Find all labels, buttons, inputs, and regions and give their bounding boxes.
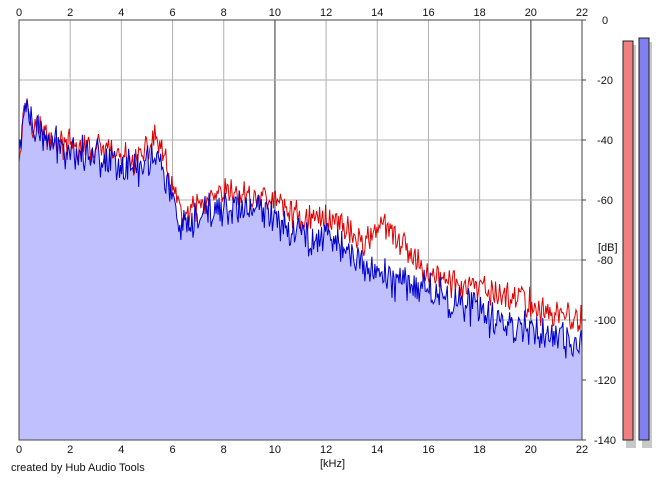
x-tick-label-top: 16 [422, 7, 434, 19]
y-tick-label: -140 [594, 435, 616, 447]
x-axis-label: [kHz] [320, 458, 345, 470]
x-tick-label-bottom: 10 [269, 444, 281, 456]
y-tick-label: -60 [597, 195, 613, 207]
spectrum-fill-layer [19, 99, 582, 440]
x-tick-label-top: 22 [576, 7, 588, 19]
level-meters [622, 37, 652, 448]
x-tick-label-top: 0 [16, 7, 22, 19]
x-tick-label-top: 2 [67, 7, 73, 19]
x-tick-label-top: 8 [221, 7, 227, 19]
left-level-meter [622, 40, 634, 441]
x-tick-label-bottom: 0 [16, 444, 22, 456]
series-line-blue [18, 99, 583, 359]
x-tick-label-bottom: 8 [221, 444, 227, 456]
x-tick-label-top: 10 [269, 7, 281, 19]
y-tick-label: -20 [597, 75, 613, 87]
credit-text: created by Hub Audio Tools [11, 462, 145, 474]
right-y-ticks: 0 -20 -40 -60 -80 -100 -120 -140 [582, 15, 616, 447]
x-tick-label-top: 4 [118, 7, 124, 19]
x-tick-label-bottom: 14 [371, 444, 383, 456]
x-tick-label-top: 14 [371, 7, 383, 19]
top-x-ticks: 0 2 4 6 8 10 12 14 16 18 20 22 [16, 7, 588, 19]
y-tick-label: -80 [597, 255, 613, 267]
y-tick-label: 0 [602, 15, 608, 27]
x-tick-label-top: 12 [320, 7, 332, 19]
x-tick-label-bottom: 6 [169, 444, 175, 456]
x-tick-label-bottom: 18 [474, 444, 486, 456]
y-tick-label: -40 [597, 135, 613, 147]
x-tick-label-bottom: 12 [320, 444, 332, 456]
x-tick-label-bottom: 22 [576, 444, 588, 456]
series-layer [18, 98, 583, 359]
plot-frame [18, 19, 583, 441]
x-tick-label-top: 6 [169, 7, 175, 19]
x-tick-label-bottom: 2 [67, 444, 73, 456]
y-tick-label: -120 [594, 375, 616, 387]
x-tick-label-top: 20 [525, 7, 537, 19]
bottom-x-ticks: 0 2 4 6 8 10 12 14 16 18 20 22 [16, 444, 588, 456]
x-tick-label-bottom: 16 [422, 444, 434, 456]
right-level-meter [638, 37, 650, 441]
y-axis-label: [dB] [598, 242, 618, 254]
y-tick-label: -100 [594, 315, 616, 327]
spectrum-fill-area [19, 99, 582, 440]
x-tick-label-bottom: 4 [118, 444, 124, 456]
x-tick-label-bottom: 20 [525, 444, 537, 456]
x-tick-label-top: 18 [474, 7, 486, 19]
